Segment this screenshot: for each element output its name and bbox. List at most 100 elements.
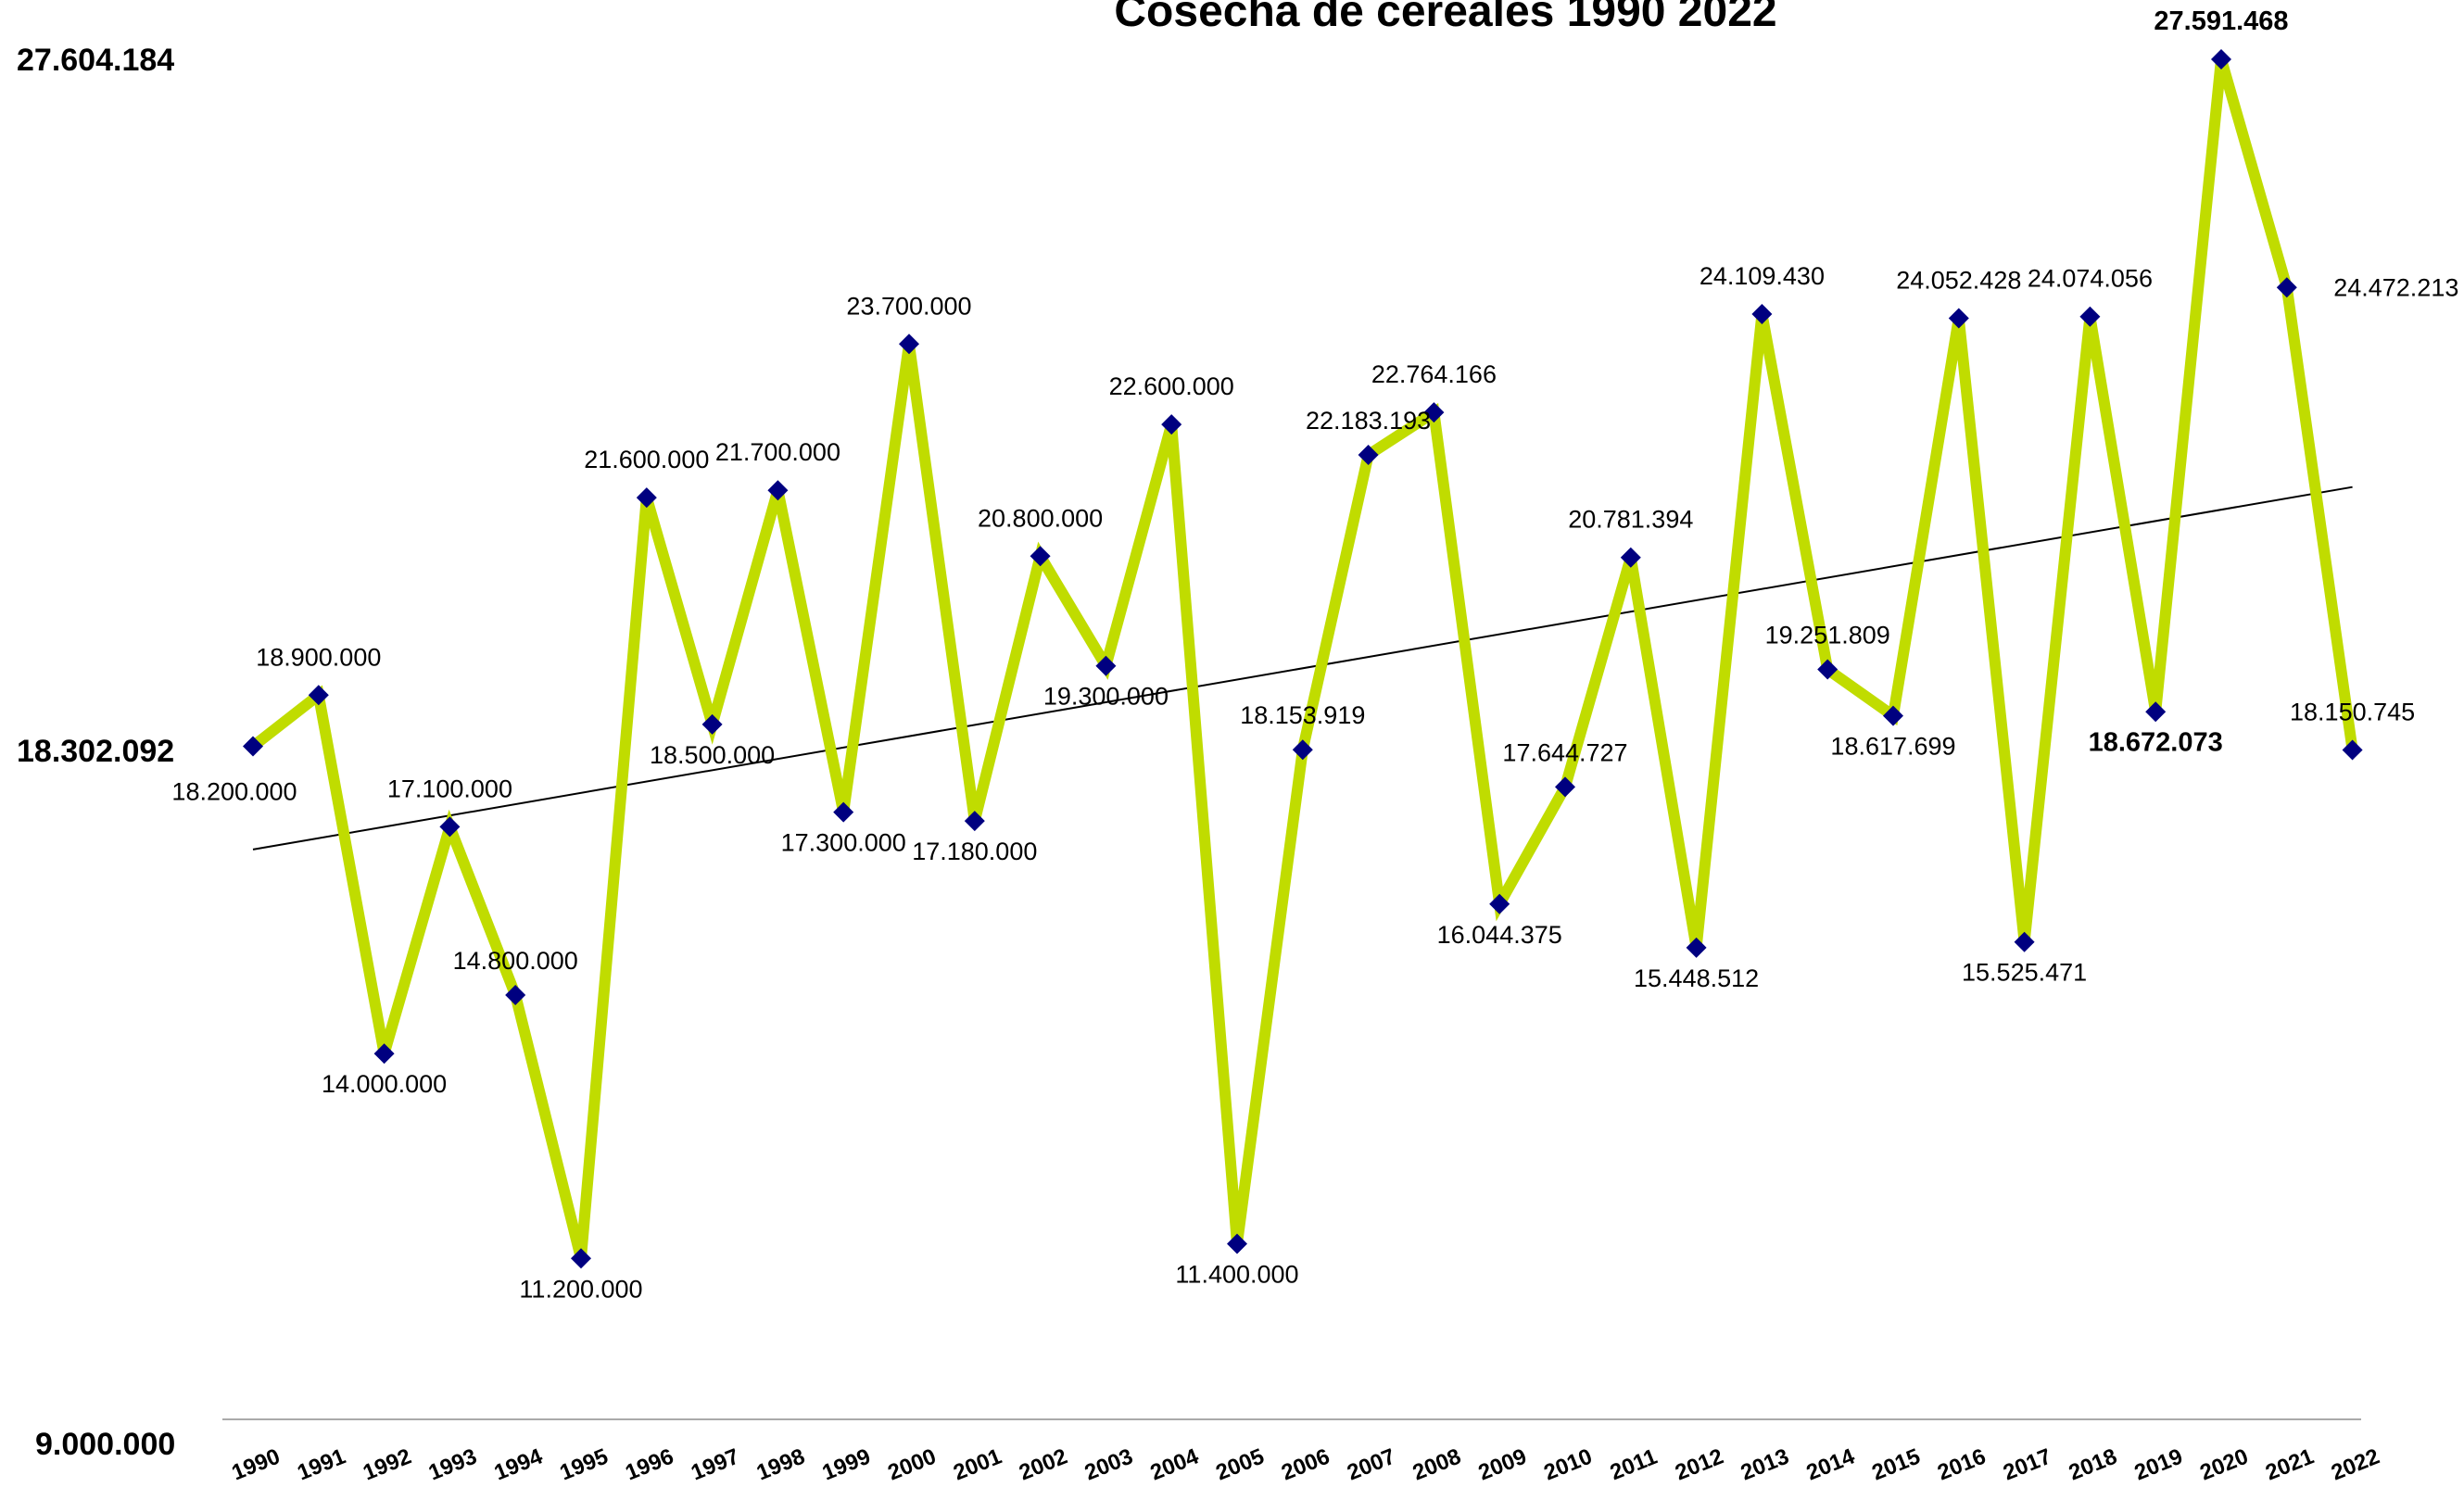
x-tick-2015: 2015 [1868,1444,1924,1486]
x-tick-2009: 2009 [1475,1444,1531,1486]
data-point-2009 [1489,893,1510,914]
x-tick-1994: 1994 [491,1443,547,1485]
data-label-2022: 18.150.745 [2290,698,2415,725]
data-point-2000 [899,334,919,355]
x-tick-2020: 2020 [2196,1444,2252,1486]
trendline-layer [252,485,2353,851]
x-tick-2013: 2013 [1737,1444,1793,1486]
data-label-2006: 18.153.919 [1240,701,1365,729]
x-tick-2002: 2002 [1016,1444,1071,1486]
x-tick-2016: 2016 [1934,1444,1990,1486]
data-label-1991: 18.900.000 [256,643,381,671]
data-point-2002 [1030,546,1051,567]
data-point-1995 [571,1248,591,1269]
data-label-2017: 15.525.471 [1962,959,2087,987]
data-label-2002: 20.800.000 [978,504,1103,532]
data-point-2014 [1817,659,1839,680]
y-axis-label-mid: 18.302.092 [17,734,174,769]
x-tick-2011: 2011 [1607,1444,1661,1486]
data-points [243,49,2363,1269]
data-point-2017 [2014,931,2035,952]
x-tick-1996: 1996 [622,1444,677,1486]
data-label-1993: 17.100.000 [387,775,512,802]
data-label-2001: 17.180.000 [912,838,1037,865]
data-point-1992 [373,1043,395,1065]
x-tick-2018: 2018 [2066,1444,2121,1486]
data-label-2012: 15.448.512 [1634,964,1759,992]
x-tick-2022: 2022 [2328,1444,2383,1486]
x-tick-2006: 2006 [1278,1444,1333,1486]
data-point-2019 [2145,701,2167,723]
data-point-2011 [1620,547,1641,568]
y-axis-label-max: 27.604.184 [17,43,174,78]
x-tick-2012: 2012 [1672,1444,1727,1486]
data-point-2018 [2079,306,2101,327]
data-label-1998: 21.700.000 [715,438,840,466]
trendline [252,485,2353,851]
x-tick-1997: 1997 [688,1444,743,1486]
x-tick-2017: 2017 [2000,1444,2055,1486]
data-label-2016: 24.052.428 [1896,266,2021,294]
data-label-2000: 23.700.000 [846,292,971,320]
data-point-1999 [833,801,854,823]
data-label-2013: 24.109.430 [1700,262,1825,290]
data-label-2020: 27.591.468 [2154,6,2288,36]
data-label-2009: 16.044.375 [1437,921,1562,949]
data-label-2019: 18.672.073 [2089,727,2223,757]
data-point-1997 [701,713,723,735]
x-tick-1990: 1990 [228,1444,284,1486]
x-tick-2010: 2010 [1540,1444,1596,1486]
data-point-2022 [2342,739,2363,761]
data-label-2004: 22.600.000 [1109,372,1234,400]
data-point-2015 [1883,705,1903,726]
x-tick-1999: 1999 [819,1444,875,1486]
data-label-2014: 19.251.809 [1765,622,1890,649]
x-tick-2021: 2021 [2262,1444,2318,1486]
data-label-2008: 22.764.166 [1371,360,1497,388]
x-tick-1991: 1991 [294,1444,349,1486]
x-tick-2003: 2003 [1081,1444,1137,1486]
data-point-2010 [1555,776,1575,798]
data-label-1996: 21.600.000 [584,446,709,473]
data-point-2004 [1161,414,1182,435]
x-tick-1998: 1998 [753,1444,809,1486]
data-point-2003 [1095,655,1117,676]
data-label-1990: 18.200.000 [171,778,297,806]
data-label-1999: 17.300.000 [781,829,906,857]
data-label-2011: 20.781.394 [1568,506,1693,534]
data-label-1994: 14.800.000 [453,947,578,975]
data-point-2013 [1751,303,1773,324]
x-tick-1993: 1993 [425,1444,481,1486]
data-point-2007 [1358,445,1379,466]
data-point-1990 [243,736,263,757]
data-label-2007: 22.183.193 [1306,407,1431,435]
data-label-1997: 18.500.000 [650,741,775,769]
x-tick-2001: 2001 [950,1444,1005,1486]
data-label-1995: 11.200.000 [519,1275,642,1303]
data-point-2008 [1423,402,1445,423]
x-tick-2019: 2019 [2131,1444,2187,1486]
data-labels: 18.200.000 18.900.000 14.000.000 17.100.000… [171,6,2458,1303]
data-label-2010: 17.644.727 [1502,738,1627,766]
data-point-2016 [1948,308,1969,329]
data-point-1996 [636,487,657,509]
x-tick-2000: 2000 [884,1444,940,1486]
data-point-2006 [1292,739,1313,761]
data-label-2015: 18.617.699 [1830,733,1955,761]
x-tick-1995: 1995 [556,1444,612,1486]
data-point-2021 [2276,277,2297,298]
data-point-1998 [767,480,789,501]
data-label-2005: 11.400.000 [1175,1260,1298,1288]
data-point-2012 [1686,937,1707,958]
data-point-1994 [505,985,526,1006]
data-point-1993 [439,816,461,838]
data-label-1992: 14.000.000 [322,1070,447,1098]
chart-title: Cosecha de cereales 1990 2022 [1114,0,1776,36]
x-ticks: 1990 1991 1992 1993 1994 1995 1996 1997 1998 1999… [228,1443,2382,1485]
x-tick-2008: 2008 [1409,1444,1465,1486]
x-tick-2005: 2005 [1212,1444,1268,1486]
x-tick-2014: 2014 [1803,1443,1859,1485]
data-label-2003: 19.300.000 [1043,683,1169,711]
data-point-2001 [964,811,985,832]
series-line [249,57,2358,1260]
